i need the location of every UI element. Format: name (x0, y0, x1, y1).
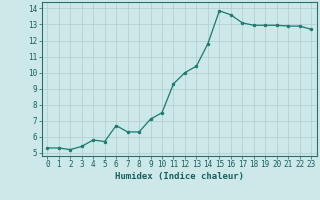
X-axis label: Humidex (Indice chaleur): Humidex (Indice chaleur) (115, 172, 244, 181)
